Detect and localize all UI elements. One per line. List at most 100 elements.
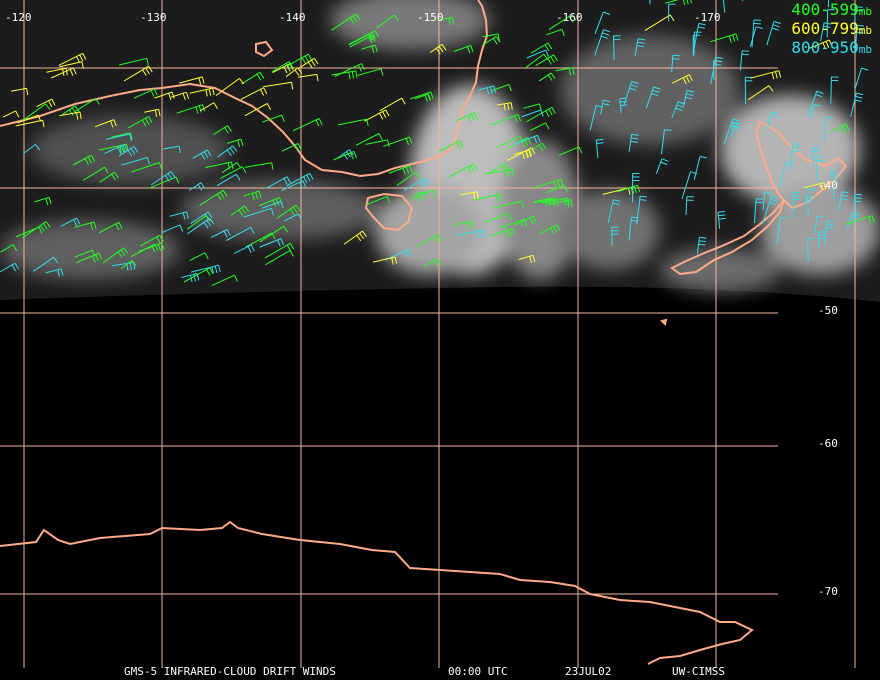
- wind-barb: [261, 114, 285, 123]
- wind-barb: [338, 118, 369, 127]
- wind-barb: [365, 139, 390, 147]
- wind-barb: [240, 87, 268, 100]
- wind-barb: [225, 226, 255, 241]
- wind-barb: [829, 123, 850, 134]
- wind-barb: [649, 0, 651, 5]
- wind-barb: [761, 195, 779, 225]
- wind-barb: [271, 61, 294, 73]
- wind-barb: [424, 258, 442, 267]
- legend-range: 800-950: [791, 38, 859, 57]
- wind-barb: [45, 268, 64, 277]
- wind-barb: [490, 113, 522, 126]
- wind-barb: [410, 191, 428, 202]
- wind-barb: [82, 166, 109, 181]
- wind-barb: [59, 61, 84, 69]
- grid-labels: -120 -130 -140 -150 -160 -170 -40 -50 -60 -70: [5, 11, 838, 598]
- wind-barb: [766, 111, 778, 130]
- wind-barb: [613, 35, 621, 61]
- wind-barb: [220, 166, 247, 179]
- wind-barb: [276, 204, 301, 219]
- wind-barb: [123, 65, 153, 82]
- wind-barb: [355, 133, 383, 146]
- wind-barb: [671, 54, 680, 73]
- wind-barb: [46, 67, 68, 76]
- wind-barb: [546, 28, 565, 37]
- wind-barb: [234, 244, 255, 254]
- wind-barb: [672, 74, 693, 85]
- wind-barb: [814, 215, 825, 234]
- wind-barb: [526, 49, 549, 59]
- wind-barb: [513, 149, 532, 160]
- wind-barb: [360, 44, 378, 53]
- satellite-imagery: [0, 0, 880, 302]
- wind-barb: [216, 173, 241, 187]
- wind-barb: [244, 162, 274, 170]
- coastline-island: [660, 318, 668, 326]
- wind-barb: [60, 217, 81, 227]
- legend-unit: mb: [858, 24, 872, 37]
- wind-barb: [32, 256, 59, 272]
- wind-barb: [460, 191, 479, 200]
- wind-barb: [448, 163, 478, 178]
- wind-barb: [830, 76, 839, 104]
- latitude-label: -60: [818, 437, 838, 450]
- wind-barb: [497, 102, 513, 111]
- latitude-label: -50: [818, 304, 838, 317]
- wind-barb: [547, 199, 573, 208]
- wind-barb: [494, 200, 524, 209]
- wind-barb: [696, 236, 707, 255]
- wind-barb: [34, 196, 52, 206]
- wind-barb: [535, 54, 558, 67]
- wind-barb: [655, 158, 669, 174]
- footer-time: 00:00 UTC: [448, 665, 508, 678]
- legend-range: 600-799: [791, 19, 859, 38]
- wind-barb: [491, 227, 516, 238]
- wind-barb: [192, 149, 212, 160]
- wind-barb: [0, 262, 20, 273]
- wind-barb: [2, 110, 20, 118]
- wind-barb: [534, 198, 559, 207]
- latitude-label: -40: [818, 179, 838, 192]
- wind-barb: [594, 11, 611, 35]
- wind-barb: [751, 19, 762, 48]
- wind-barb: [22, 144, 41, 154]
- legend-entry: 800-950mb: [791, 40, 872, 58]
- longitude-label: -170: [694, 11, 721, 24]
- wind-barb: [331, 13, 361, 31]
- wind-barb: [102, 247, 129, 264]
- wind-barb: [179, 76, 205, 85]
- wind-barb: [36, 98, 56, 108]
- wind-barb: [809, 39, 833, 50]
- wind-barb: [455, 229, 486, 239]
- wind-barb: [292, 118, 323, 132]
- graticule: [0, 0, 856, 668]
- wind-barb: [215, 77, 245, 97]
- wind-barb: [183, 267, 214, 283]
- wind-barb: [828, 0, 830, 8]
- longitude-label: -150: [417, 11, 444, 24]
- wind-barb: [484, 168, 514, 178]
- wind-barb: [388, 165, 413, 175]
- wind-barb: [403, 177, 430, 192]
- wind-barb: [106, 133, 132, 142]
- coastline-island: [255, 40, 274, 58]
- wind-barb: [189, 252, 209, 262]
- wind-barb: [199, 102, 218, 112]
- wind-barb: [534, 179, 564, 189]
- wind-barb: [75, 98, 100, 112]
- wind-barb: [396, 171, 421, 186]
- wind-barb: [665, 0, 693, 6]
- wind-barb: [265, 176, 291, 189]
- wind-barb: [333, 150, 357, 161]
- wind-barb: [845, 215, 875, 225]
- wind-barb: [818, 231, 827, 248]
- wind-barb: [523, 103, 542, 111]
- wind-barb: [525, 106, 556, 123]
- wind-barb: [265, 249, 294, 266]
- wind-barb: [189, 87, 215, 97]
- wind-barb: [366, 195, 391, 206]
- footer-caption: GMS-5 INFRARED-CLOUD DRIFT WINDS 00:00 U…: [0, 665, 880, 679]
- wind-barb: [636, 195, 648, 225]
- wind-barb: [357, 68, 384, 76]
